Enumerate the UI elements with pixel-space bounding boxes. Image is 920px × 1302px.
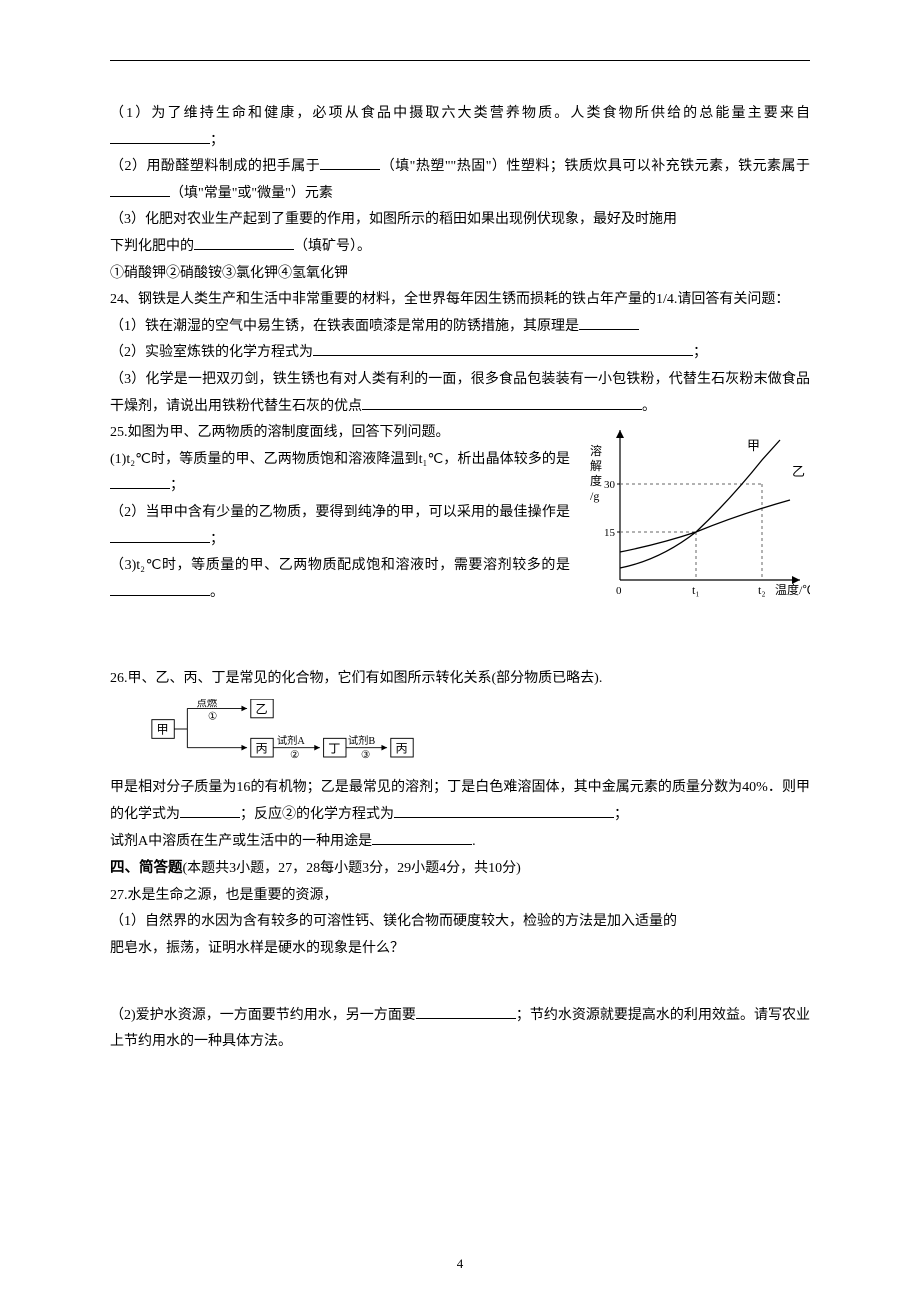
q26-1-end: ； (614, 807, 628, 822)
q23-3c: （填矿号）。 (294, 239, 371, 254)
ylabel-3: 度 (590, 473, 602, 488)
q27-2: （2)爱护水资源，一方面要节约用水，另一方面要；节约水资源就要提高水的利用效益。… (110, 1003, 810, 1056)
node-yi: 乙 (255, 702, 267, 716)
q27-intro: 27.水是生命之源，也是重要的资源， (110, 883, 810, 910)
edge-label-shijia: 试剂A (277, 734, 306, 747)
node-bing2: 丙 (395, 741, 407, 755)
q23-2: （2）用酚醛塑料制成的把手属于 （填"热塑""热固"）性塑料；铁质炊具可以补充铁元… (110, 154, 810, 207)
q24-1: （1）铁在潮湿的空气中易生锈，在铁表面喷漆是常用的防锈措施，其原理是 (110, 314, 810, 341)
blank (372, 831, 472, 845)
tick-15: 15 (604, 527, 616, 539)
q23-3b: 下判化肥中的 （填矿号）。 (110, 234, 810, 261)
q23-1-text: （1）为了维持生命和健康，必项从食品中摄取六大类营养物质。人类食物所供给的总能量… (110, 106, 810, 121)
q23-3b-text: 下判化肥中的 (110, 239, 194, 254)
blank (416, 1005, 516, 1019)
node-jia: 甲 (157, 723, 169, 737)
solubility-chart: 溶 解 度 /g 30 15 0 t₁ t₂ 温度/℃ (580, 420, 810, 600)
q25-1: (1)t₂℃时，等质量的甲、乙两物质饱和溶液降温到t₁℃，析出晶体较多的是 ； (110, 447, 570, 500)
blank (394, 804, 614, 818)
blank (362, 396, 642, 410)
spacer (110, 963, 810, 1003)
ylabel-1: 溶 (590, 443, 602, 458)
tick-t1: t₁ (692, 583, 700, 597)
section4-title: 四、简答题 (110, 860, 183, 876)
document-content: （1）为了维持生命和健康，必项从食品中摄取六大类营养物质。人类食物所供给的总能量… (110, 101, 810, 1056)
q23-3a-text: （3）化肥对农业生产起到了重要的作用，如图所示的稻田如果出现例伏现象，最好及时施… (110, 212, 677, 227)
edge-label-shijib: 试剂B (348, 734, 376, 747)
q25-2-end: ； (210, 532, 224, 547)
q25-2-text: （2）当甲中含有少量的乙物质，要得到纯净的甲，可以采用的最佳操作是 (110, 505, 570, 520)
section4: 四、简答题(本题共3小题，27，28每小题3分，29小题4分，共10分) (110, 855, 810, 883)
q25-2: （2）当甲中含有少量的乙物质，要得到纯净的甲，可以采用的最佳操作是 ； (110, 500, 570, 553)
xlabel: 温度/℃ (775, 582, 810, 597)
q26-intro: 26.甲、乙、丙、丁是常见的化合物，它们有如图所示转化关系(部分物质已略去). (110, 666, 810, 693)
blank (110, 529, 210, 543)
page-number: 4 (0, 1256, 920, 1272)
q27-1: （1）自然界的水因为含有较多的可溶性钙、镁化合物而硬度较大，检验的方法是加入适量… (110, 909, 810, 936)
q24-2: （2）实验室炼铁的化学方程式为 ； (110, 340, 810, 367)
edge-label-3: ③ (361, 750, 370, 759)
section4-note: (本题共3小题，27，28每小题3分，29小题4分，共10分) (183, 861, 521, 876)
q27-1b: 肥皂水，振荡，证明水样是硬水的现象是什么？ (110, 936, 810, 963)
q24-1a: （1）铁在潮湿的空气中易生锈，在铁表面喷漆是常用的防锈措施，其原理是 (110, 319, 579, 334)
q25-1-text: (1)t₂℃时，等质量的甲、乙两物质饱和溶液降温到t₁℃，析出晶体较多的是 (110, 452, 570, 467)
q26-2: 试剂A中溶质在生产或生活中的一种用途是. (110, 829, 810, 856)
q23-1-end: ； (210, 133, 224, 148)
q24-2a: （2）实验室炼铁的化学方程式为 (110, 345, 313, 360)
q27-2a: （2)爱护水资源，一方面要节约用水，另一方面要 (110, 1008, 416, 1023)
q23-3a: （3）化肥对农业生产起到了重要的作用，如图所示的稻田如果出现例伏现象，最好及时施… (110, 207, 810, 234)
q24-intro: 24、钢铁是人类生产和生活中非常重要的材料，全世界每年因生锈而损耗的铁占年产量的… (110, 287, 810, 314)
ylabel-2: 解 (590, 459, 602, 473)
blank (313, 342, 693, 356)
blank (110, 582, 210, 596)
tick-t2: t₂ (758, 583, 766, 597)
q23-2a: （2）用酚醛塑料制成的把手属于 (110, 159, 320, 174)
q25-text: 25.如图为甲、乙两物质的溶制度面线，回答下列问题。 (1)t₂℃时，等质量的甲… (110, 420, 570, 606)
q23-2b: （填"热塑""热固"）性塑料；铁质炊具可以补充铁元素，铁元素属于 (380, 159, 810, 174)
q24-3-end: 。 (642, 399, 656, 414)
edge-label-2: ② (290, 750, 299, 759)
edge-label-dianran: 点燃 (197, 699, 218, 710)
blank (194, 236, 294, 250)
q26-diagram: 甲 乙 丙 丁 丙 点燃 ① 试剂A (150, 699, 430, 759)
spacer (110, 606, 810, 666)
blank (320, 156, 380, 170)
q24-2-end: ； (693, 345, 707, 360)
q25-wrap: 25.如图为甲、乙两物质的溶制度面线，回答下列问题。 (1)t₂℃时，等质量的甲… (110, 420, 810, 606)
q24-3: （3）化学是一把双刃剑，铁生锈也有对人类有利的一面，很多食品包装装有一小包铁粉，… (110, 367, 810, 420)
node-ding: 丁 (328, 741, 340, 755)
node-bing1: 丙 (255, 741, 267, 755)
ylabel-4: /g (590, 489, 599, 503)
q26-2-end: . (472, 834, 476, 849)
blank (180, 804, 240, 818)
blank (110, 130, 210, 144)
q25-3-text: （3)t₂℃时，等质量的甲、乙两物质配成饱和溶液时，需要溶剂较多的是 (110, 558, 570, 573)
blank (110, 183, 170, 197)
q25-3: （3)t₂℃时，等质量的甲、乙两物质配成饱和溶液时，需要溶剂较多的是。 (110, 553, 570, 606)
q25-1-end: ； (170, 478, 184, 493)
tick-0: 0 (616, 585, 622, 597)
top-rule (110, 60, 810, 61)
q23-1: （1）为了维持生命和健康，必项从食品中摄取六大类营养物质。人类食物所供给的总能量… (110, 101, 810, 154)
q23-2c: （填"常量"或"微量"）元素 (170, 186, 333, 201)
q26-2a: 试剂A中溶质在生产或生活中的一种用途是 (110, 834, 372, 849)
q25-3-end: 。 (210, 585, 224, 600)
series-yi: 乙 (792, 464, 805, 479)
q25-intro: 25.如图为甲、乙两物质的溶制度面线，回答下列问题。 (110, 420, 570, 447)
series-jia: 甲 (747, 438, 760, 453)
edge-label-1: ① (208, 712, 217, 723)
q26-1b: ；反应②的化学方程式为 (240, 807, 394, 822)
blank (579, 316, 639, 330)
blank (110, 475, 170, 489)
tick-30: 30 (604, 479, 616, 491)
q23-4: ①硝酸钾②硝酸铵③氯化钾④氢氧化钾 (110, 261, 810, 288)
q26-1: 甲是相对分子质量为16的有机物；乙是最常见的溶剂；丁是白色难溶固体，其中金属元素… (110, 775, 810, 828)
